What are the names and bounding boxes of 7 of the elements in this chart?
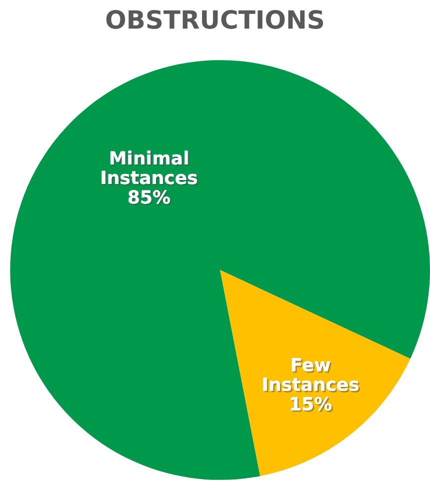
pie-slice: [10, 60, 430, 480]
slice-label: Few Instances: [263, 358, 360, 392]
data-label: 15%: [290, 396, 333, 412]
pie-slice: [220, 270, 410, 476]
slice-label: Minimal Instances: [102, 150, 198, 186]
data-label: 85%: [128, 190, 172, 206]
chart-title: OBSTRUCTIONS: [106, 10, 324, 29]
